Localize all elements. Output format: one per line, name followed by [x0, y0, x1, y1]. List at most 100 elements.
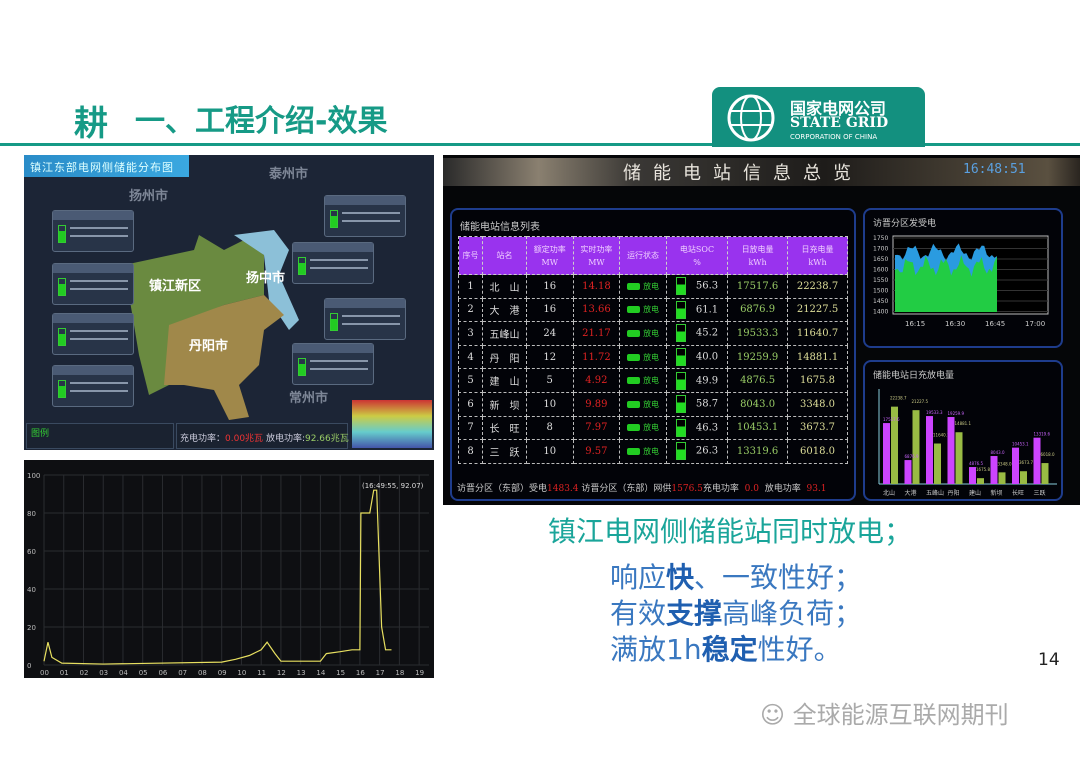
- y-tick-label: 1550: [873, 277, 888, 284]
- cell-soc: 58.7: [665, 391, 729, 417]
- switch-icon: [627, 282, 641, 290]
- x-tick-label: 06: [158, 669, 167, 677]
- y-tick-label: 40: [27, 586, 36, 594]
- dashboard-header: [443, 158, 1080, 186]
- region-zhenjiang-new: [124, 235, 264, 395]
- x-tick-label: 17:00: [1025, 320, 1045, 328]
- watermark-text: 全球能源互联网期刊: [792, 701, 1009, 729]
- header-label: 电站SOC: [679, 244, 715, 254]
- x-category-label: 建山: [969, 489, 981, 497]
- soc-value: 56.3: [695, 280, 719, 292]
- cell-no: 8: [457, 439, 484, 464]
- column-header: 日放电量 kWh: [727, 236, 789, 275]
- cell-charge: 3673.7: [787, 415, 848, 441]
- status-text: 放电: [643, 446, 660, 456]
- cell-rated: 16: [525, 274, 574, 299]
- cell-discharge: 19533.3: [727, 321, 789, 346]
- region-label: 扬中市: [246, 271, 286, 286]
- x-tick-label: 02: [79, 669, 88, 677]
- cell-rated: 10: [525, 439, 574, 464]
- discharge-bar: [883, 423, 890, 484]
- table-row[interactable]: 3 五峰山 24 21.17 放电 45.2 19533.3 11640.7: [457, 321, 848, 346]
- battery-icon: [675, 371, 686, 390]
- column-header: 站名: [482, 236, 527, 275]
- station-card[interactable]: [52, 313, 134, 355]
- status-text: 放电: [643, 376, 660, 386]
- station-card[interactable]: [292, 242, 374, 284]
- logo-cn: 国家电网公司: [790, 99, 887, 118]
- x-tick-label: 16:15: [905, 320, 925, 328]
- column-header: 实时功率 MW: [572, 236, 621, 275]
- cell-status: 放电: [619, 368, 667, 393]
- soc-value: 49.9: [695, 375, 719, 387]
- cell-status: 放电: [619, 415, 667, 441]
- station-card[interactable]: [292, 343, 374, 385]
- cell-charge: 6018.0: [787, 439, 848, 464]
- y-tick-label: 1450: [873, 298, 888, 305]
- bar-data-label: 22238.7: [890, 396, 907, 401]
- storage-distribution-map: 镇江东部电网侧储能分布图 扬州市 泰州市 常州市 镇江新区 扬中市 丹阳市 图例…: [24, 155, 434, 450]
- charge-bar: [1041, 463, 1049, 484]
- cell-status: 放电: [619, 297, 667, 323]
- footer-value: 1483.4: [547, 484, 579, 494]
- bar-data-label: 10453.1: [1012, 442, 1029, 447]
- cell-soc: 56.3: [665, 274, 729, 299]
- region-label: 镇江新区: [149, 279, 202, 294]
- bar-data-label: 3673.7: [1019, 460, 1033, 465]
- station-card[interactable]: [52, 210, 134, 252]
- cell-real: 11.72: [572, 344, 621, 370]
- bar-data-label: 13319.6: [1034, 432, 1051, 437]
- area-chart-title: 访晋分区发受电: [873, 219, 937, 229]
- x-tick-label: 07: [178, 669, 187, 677]
- cell-name: 建 山: [482, 368, 527, 393]
- x-category-label: 北山: [883, 489, 895, 497]
- switch-icon: [627, 400, 641, 408]
- x-tick-label: 16:45: [985, 320, 1005, 328]
- header-label: 日充电量: [801, 244, 834, 254]
- cell-rated: 24: [525, 321, 574, 346]
- cell-discharge: 17517.6: [727, 274, 789, 299]
- cell-status: 放电: [619, 274, 667, 299]
- x-tick-label: 05: [139, 669, 148, 677]
- soc-value: 40.0: [695, 351, 719, 363]
- cell-soc: 46.3: [665, 415, 729, 441]
- bar-chart-svg: 17517.6 22238.7 北山 6876.9 21227.5 大港 19533.3 11…: [878, 389, 1057, 497]
- footer-label: 放电功率: [764, 484, 801, 494]
- status-text: 放电: [643, 399, 660, 409]
- cell-discharge: 19259.9: [727, 344, 789, 370]
- x-category-label: 丹阳: [948, 489, 960, 497]
- bar-data-label: 6018.0: [1041, 452, 1055, 457]
- cell-no: 3: [457, 321, 484, 346]
- slogan-line-2: 响应快、一致性好；: [610, 556, 862, 596]
- y-tick-label: 0: [27, 662, 31, 670]
- cell-no: 7: [457, 415, 484, 441]
- text: 、一致性好；: [694, 561, 863, 594]
- cell-name: 三 跃: [482, 439, 527, 464]
- column-header: 序号: [457, 236, 484, 275]
- cell-status: 放电: [619, 439, 667, 464]
- cell-name: 新 坝: [482, 391, 527, 417]
- region-danyang: [164, 295, 284, 420]
- x-category-label: 大港: [905, 489, 917, 497]
- city-label: 泰州市: [269, 167, 309, 182]
- x-tick-label: 13: [297, 669, 306, 677]
- bar-data-label: 3348.0: [998, 461, 1012, 466]
- x-tick-label: 17: [376, 669, 385, 677]
- bar-data-label: 1675.8: [976, 467, 990, 472]
- supplied-area: [895, 255, 997, 312]
- station-card[interactable]: [52, 365, 134, 407]
- map-shapes: [124, 230, 299, 420]
- cell-status: 放电: [619, 321, 667, 346]
- map-power-summary: 充电功率：0.00兆瓦 放电功率:92.66兆瓦: [176, 423, 349, 449]
- station-card[interactable]: [324, 195, 406, 237]
- station-card[interactable]: [52, 263, 134, 305]
- station-card[interactable]: [324, 298, 406, 340]
- dashboard-clock: 16:48:51: [963, 162, 1026, 177]
